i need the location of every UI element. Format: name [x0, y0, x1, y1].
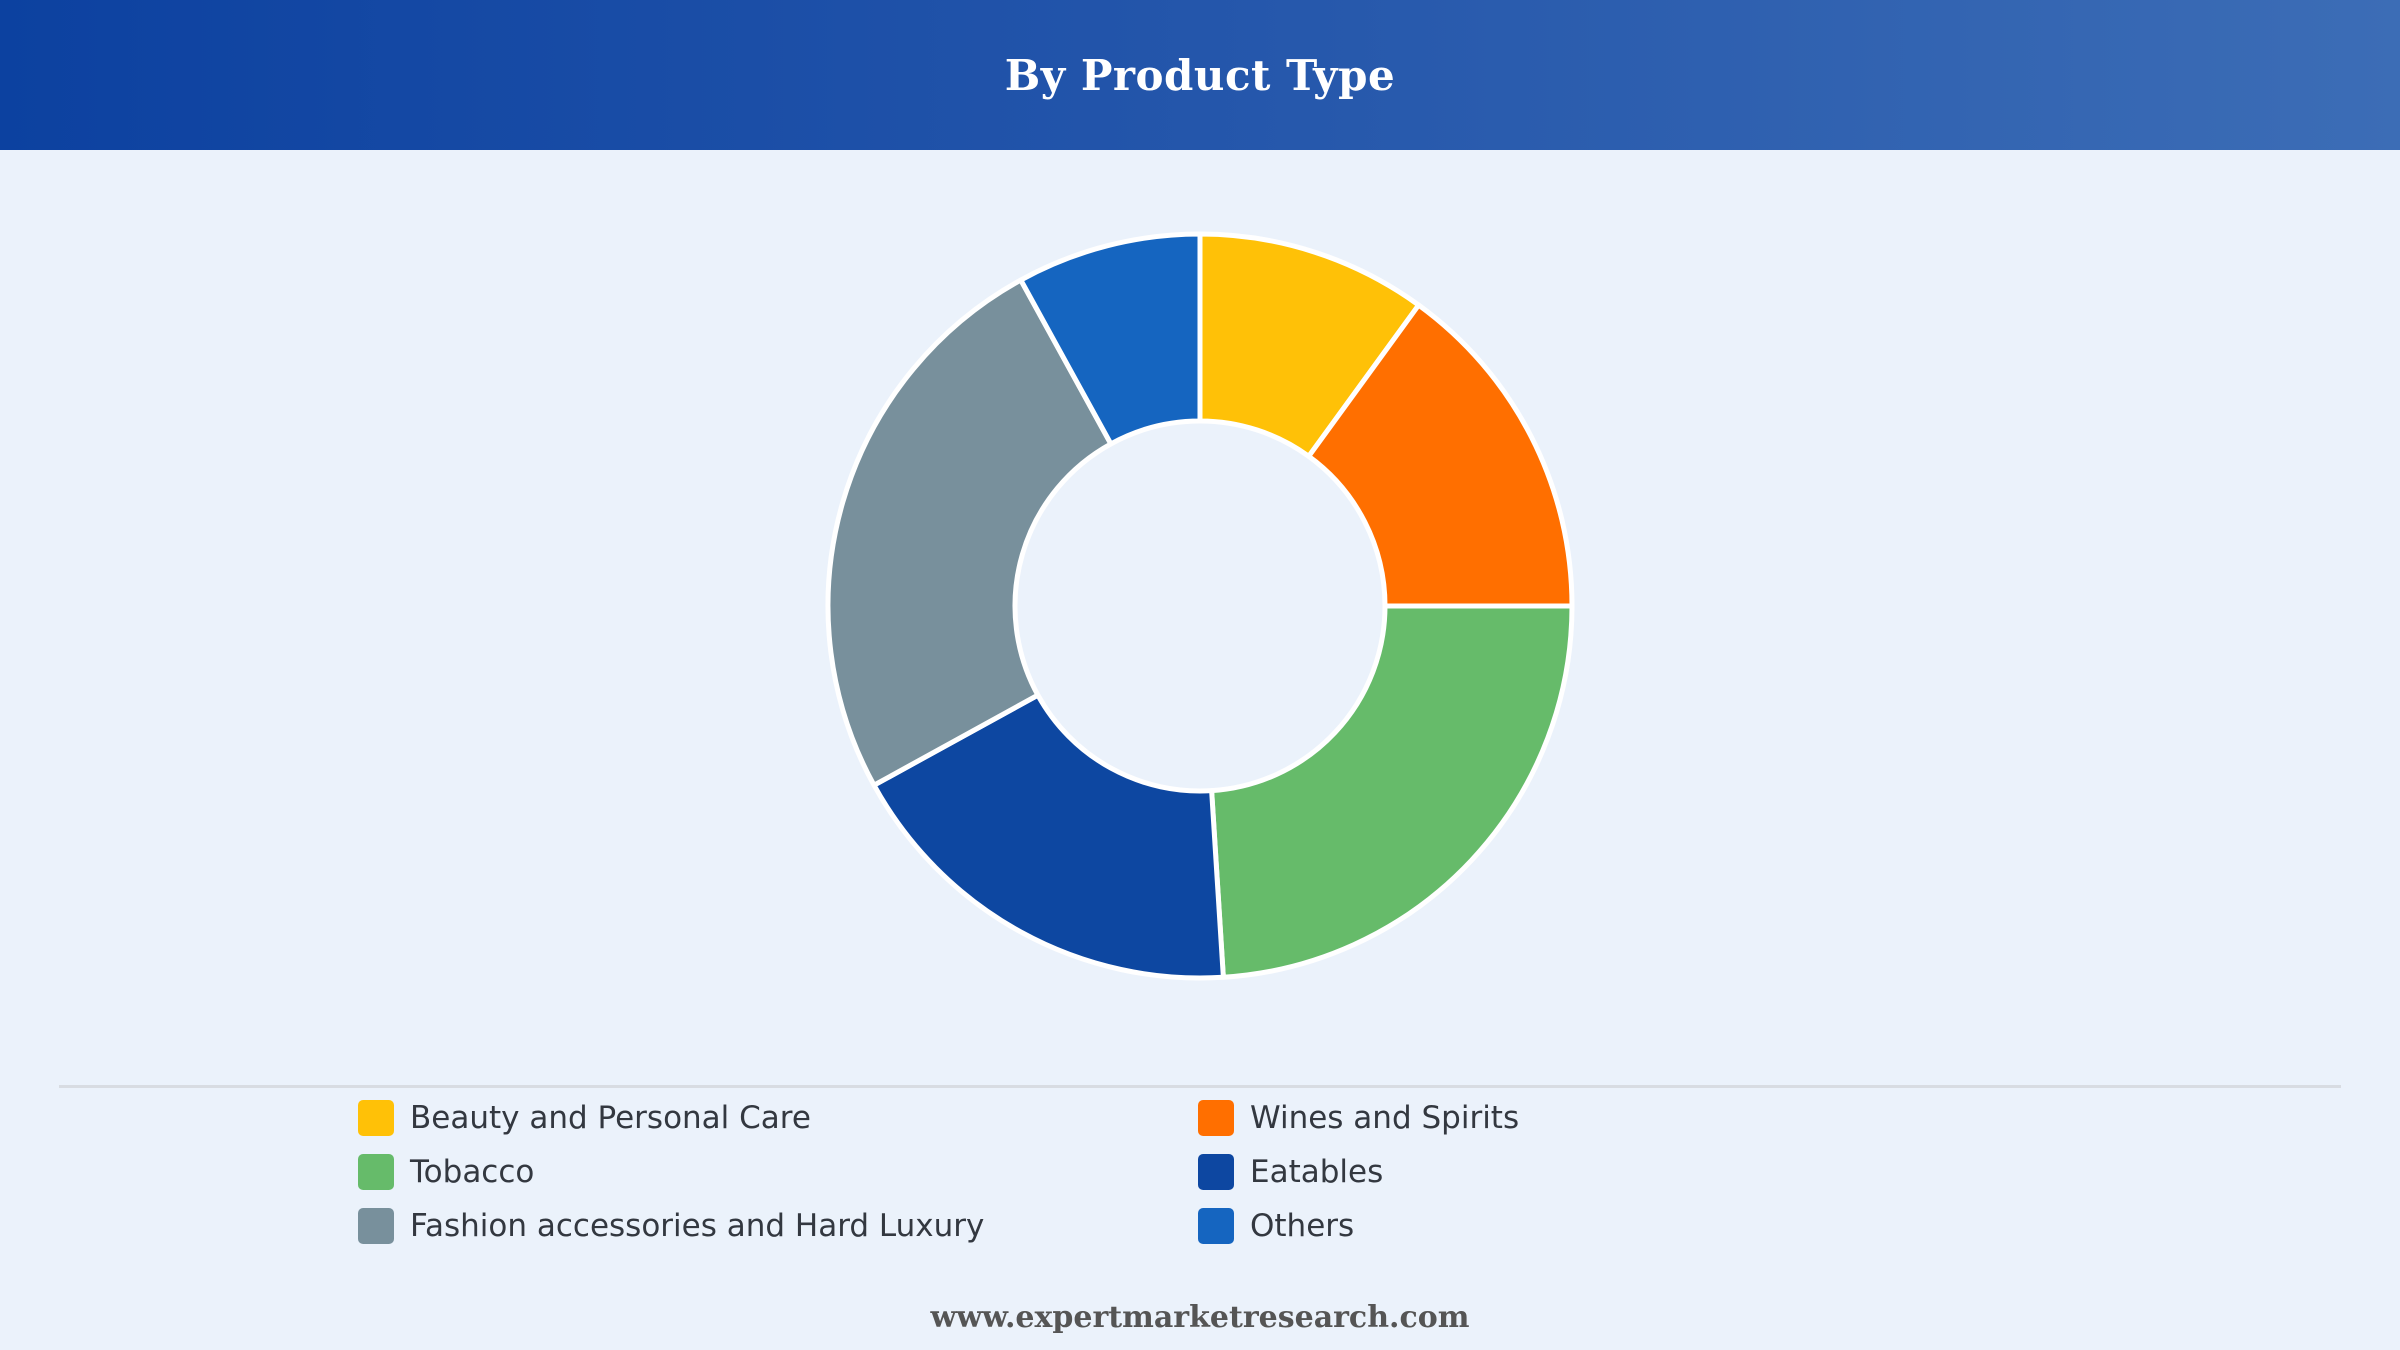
- legend-item-wines: Wines and Spirits: [1198, 1100, 1558, 1136]
- legend-swatch: [358, 1208, 394, 1244]
- legend-label: Wines and Spirits: [1250, 1100, 1520, 1136]
- donut-slice-fashion: [825, 277, 1114, 788]
- legend-item-eatables: Eatables: [1198, 1154, 1558, 1190]
- legend-divider: [59, 1085, 2341, 1088]
- donut-slice-eatables: [871, 692, 1226, 981]
- legend-item-beauty: Beauty and Personal Care: [358, 1100, 1198, 1136]
- source-url: www.expertmarketresearch.com: [930, 1300, 1470, 1335]
- donut-slice-tobacco: [1209, 603, 1575, 980]
- donut-slice-others: [1018, 231, 1203, 447]
- legend-label: Others: [1250, 1208, 1355, 1244]
- legend-item-others: Others: [1198, 1208, 1558, 1244]
- legend-swatch: [1198, 1100, 1234, 1136]
- legend-swatch: [358, 1100, 394, 1136]
- legend-label: Beauty and Personal Care: [410, 1100, 811, 1136]
- donut-slice-wines: [1306, 302, 1575, 609]
- legend-label: Tobacco: [410, 1154, 535, 1190]
- legend-swatch: [358, 1154, 394, 1190]
- header-banner: By Product Type: [0, 0, 2400, 150]
- legend-label: Fashion accessories and Hard Luxury: [410, 1208, 985, 1244]
- legend-label: Eatables: [1250, 1154, 1384, 1190]
- legend: Beauty and Personal Care Wines and Spiri…: [358, 1100, 1558, 1244]
- legend-item-tobacco: Tobacco: [358, 1154, 1198, 1190]
- legend-item-fashion: Fashion accessories and Hard Luxury: [358, 1208, 1198, 1244]
- legend-swatch: [1198, 1208, 1234, 1244]
- legend-swatch: [1198, 1154, 1234, 1190]
- chart-title: By Product Type: [1004, 50, 1396, 100]
